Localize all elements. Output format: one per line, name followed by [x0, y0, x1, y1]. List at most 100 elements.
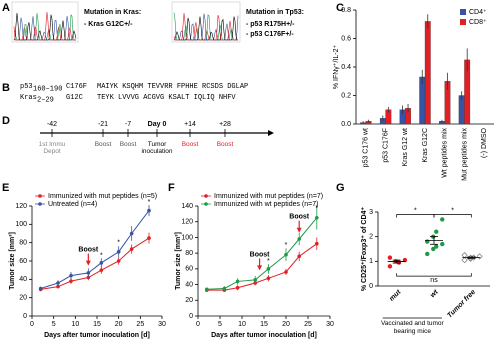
annotation-arrowhead [85, 260, 91, 266]
data-point [387, 264, 393, 269]
legend-marker [204, 202, 208, 206]
y-tick-label: 20 [19, 295, 27, 302]
data-point [56, 284, 60, 289]
y-tick-label: 120 [181, 219, 193, 226]
data-point [461, 252, 468, 259]
x-tick-label: 10 [71, 321, 79, 328]
significance-bracket [396, 273, 472, 277]
timeline-event: Boost [94, 141, 112, 148]
x-tick-label: 5 [52, 321, 56, 328]
data-point [147, 236, 151, 240]
x-tick-label: 30 [326, 321, 334, 328]
data-point [99, 268, 104, 272]
y-tick-label: 3 [369, 209, 373, 216]
y-tick-label: 80 [19, 240, 27, 247]
annotation-label: Boost [78, 246, 99, 253]
peptide-mutation: G12C [66, 94, 83, 102]
mutation-item: - p53 C176F+/- [246, 31, 294, 38]
legend-label: CD4⁺ [469, 9, 487, 16]
data-point [56, 281, 60, 285]
legend-label: Immunized with mut peptides (n=7) [214, 193, 323, 200]
data-point [425, 251, 430, 257]
x-tick-label: 25 [136, 321, 144, 328]
y-tick-label: 80 [185, 250, 193, 257]
y-tick-label: 20 [185, 297, 193, 304]
x-tick-label: 5 [218, 321, 222, 328]
legend-label: Untreated (n=4) [48, 201, 97, 208]
mutation-item: - p53 R175H+/- [246, 21, 295, 28]
x-tick-label: 10 [238, 321, 246, 328]
data-point [297, 254, 302, 259]
timeline-day: +28 [219, 121, 231, 128]
x-tick-label: 20 [282, 321, 290, 328]
x-tick-label: Tumor free [446, 289, 477, 320]
y-tick-label: 0.2 [341, 92, 351, 99]
data-point [235, 279, 240, 284]
data-point [387, 255, 393, 260]
data-point [38, 286, 43, 291]
peptide-range: 2–29 [37, 96, 54, 104]
chromatogram-trace [13, 12, 76, 41]
x-tick-label: 25 [304, 321, 312, 328]
significance-label: * [451, 207, 454, 214]
series-line [40, 210, 150, 289]
annotation-label: Boost [250, 251, 271, 258]
data-point [253, 278, 257, 282]
timeline-day: -7 [125, 121, 131, 128]
data-point [434, 229, 439, 234]
data-point [284, 252, 288, 257]
data-point [69, 279, 73, 283]
significance-label: * [414, 207, 417, 214]
data-point [205, 287, 209, 292]
timeline-event: Boost [181, 141, 199, 148]
peptide-name: Kras [20, 94, 37, 102]
annotation-label: Boost [289, 214, 310, 221]
peptide-mutation: C176F [66, 83, 87, 91]
y-tick-label: 0.0 [341, 121, 351, 128]
timeline-event: Boost [119, 141, 137, 148]
legend-marker [38, 202, 42, 206]
significance-mark: * [315, 205, 318, 212]
x-tick-label: mut [388, 288, 402, 302]
series-line [206, 217, 318, 290]
panel-label: B [2, 82, 10, 94]
data-point [129, 231, 134, 236]
significance-mark: * [267, 258, 270, 265]
timeline-day: +14 [184, 121, 196, 128]
mutation-heading: Mutation in Kras: [84, 9, 141, 16]
data-point [461, 256, 468, 264]
y-tick-label: 100 [15, 221, 27, 228]
x-tick-label: p53 C176F [382, 128, 389, 163]
series-line [206, 243, 318, 291]
panel-label: D [2, 115, 10, 127]
data-point [222, 286, 227, 291]
data-point [431, 246, 436, 252]
y-tick-label: 60 [185, 266, 193, 273]
data-point [266, 276, 271, 281]
data-point [434, 244, 439, 249]
timeline-day: -21 [98, 121, 108, 128]
x-tick-label: 0 [30, 321, 34, 328]
legend-label: Immunized with wt peptides (n=7) [214, 201, 318, 208]
data-point [315, 215, 319, 220]
y-axis-label: % IFNγ⁺/IL-2⁺ [333, 45, 340, 90]
legend-label: CD8⁺ [469, 19, 487, 26]
x-tick-label: wt [429, 288, 440, 299]
panel-label: E [2, 182, 9, 194]
y-tick-label: 0 [23, 313, 27, 320]
peptide-name: p53 [20, 83, 33, 91]
chromatogram-trace [13, 13, 77, 41]
data-point [69, 273, 73, 278]
data-point [297, 237, 302, 241]
legend-label: Immunized with mut peptides (n=5) [48, 193, 157, 200]
chromatogram-frame [171, 1, 241, 43]
x-tick-label: (-) DMSO [481, 127, 488, 157]
y-tick-label: 0.8 [341, 7, 351, 14]
significance-mark: * [148, 199, 151, 206]
peptide-range: 160–190 [33, 85, 62, 93]
timeline-event: Boost [216, 141, 234, 148]
data-point [396, 260, 402, 265]
y-tick-label: 100 [181, 234, 193, 241]
data-point [284, 270, 288, 274]
significance-mark: * [285, 242, 288, 249]
